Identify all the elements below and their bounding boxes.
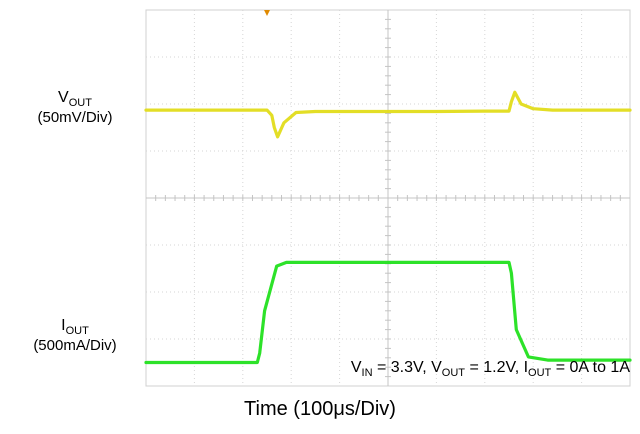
- test-conditions: VIN = 3.3V, VOUT = 1.2V, IOUT = 0A to 1A: [350, 358, 630, 379]
- grid-ticks: [155, 18, 621, 378]
- cond-part: = 0A to 1A: [551, 359, 630, 376]
- trace-vout: [144, 90, 632, 139]
- iout-label: IOUT (500mA/Div): [8, 316, 142, 356]
- cond-sub: IN: [361, 367, 373, 379]
- cond-sub: OUT: [441, 367, 466, 379]
- cond-part: V: [350, 359, 362, 376]
- vout-label-main: V: [58, 89, 69, 106]
- trace-iout: [144, 260, 632, 365]
- traces: [144, 90, 632, 365]
- cond-sub: OUT: [528, 367, 552, 379]
- iout-label-main: I: [61, 317, 66, 334]
- vout-label-sub: OUT: [68, 97, 92, 109]
- cond-part: = 3.3V, V: [372, 359, 442, 376]
- vout-scale: (50mV/Div): [37, 109, 113, 126]
- x-axis-label: Time (100μs/Div): [244, 398, 396, 420]
- iout-label-sub: OUT: [65, 325, 89, 337]
- trigger-marker: [264, 10, 270, 16]
- cond-part: = 1.2V, I: [465, 359, 529, 376]
- iout-scale: (500mA/Div): [33, 337, 117, 354]
- vout-label: VOUT (50mV/Div): [8, 88, 142, 128]
